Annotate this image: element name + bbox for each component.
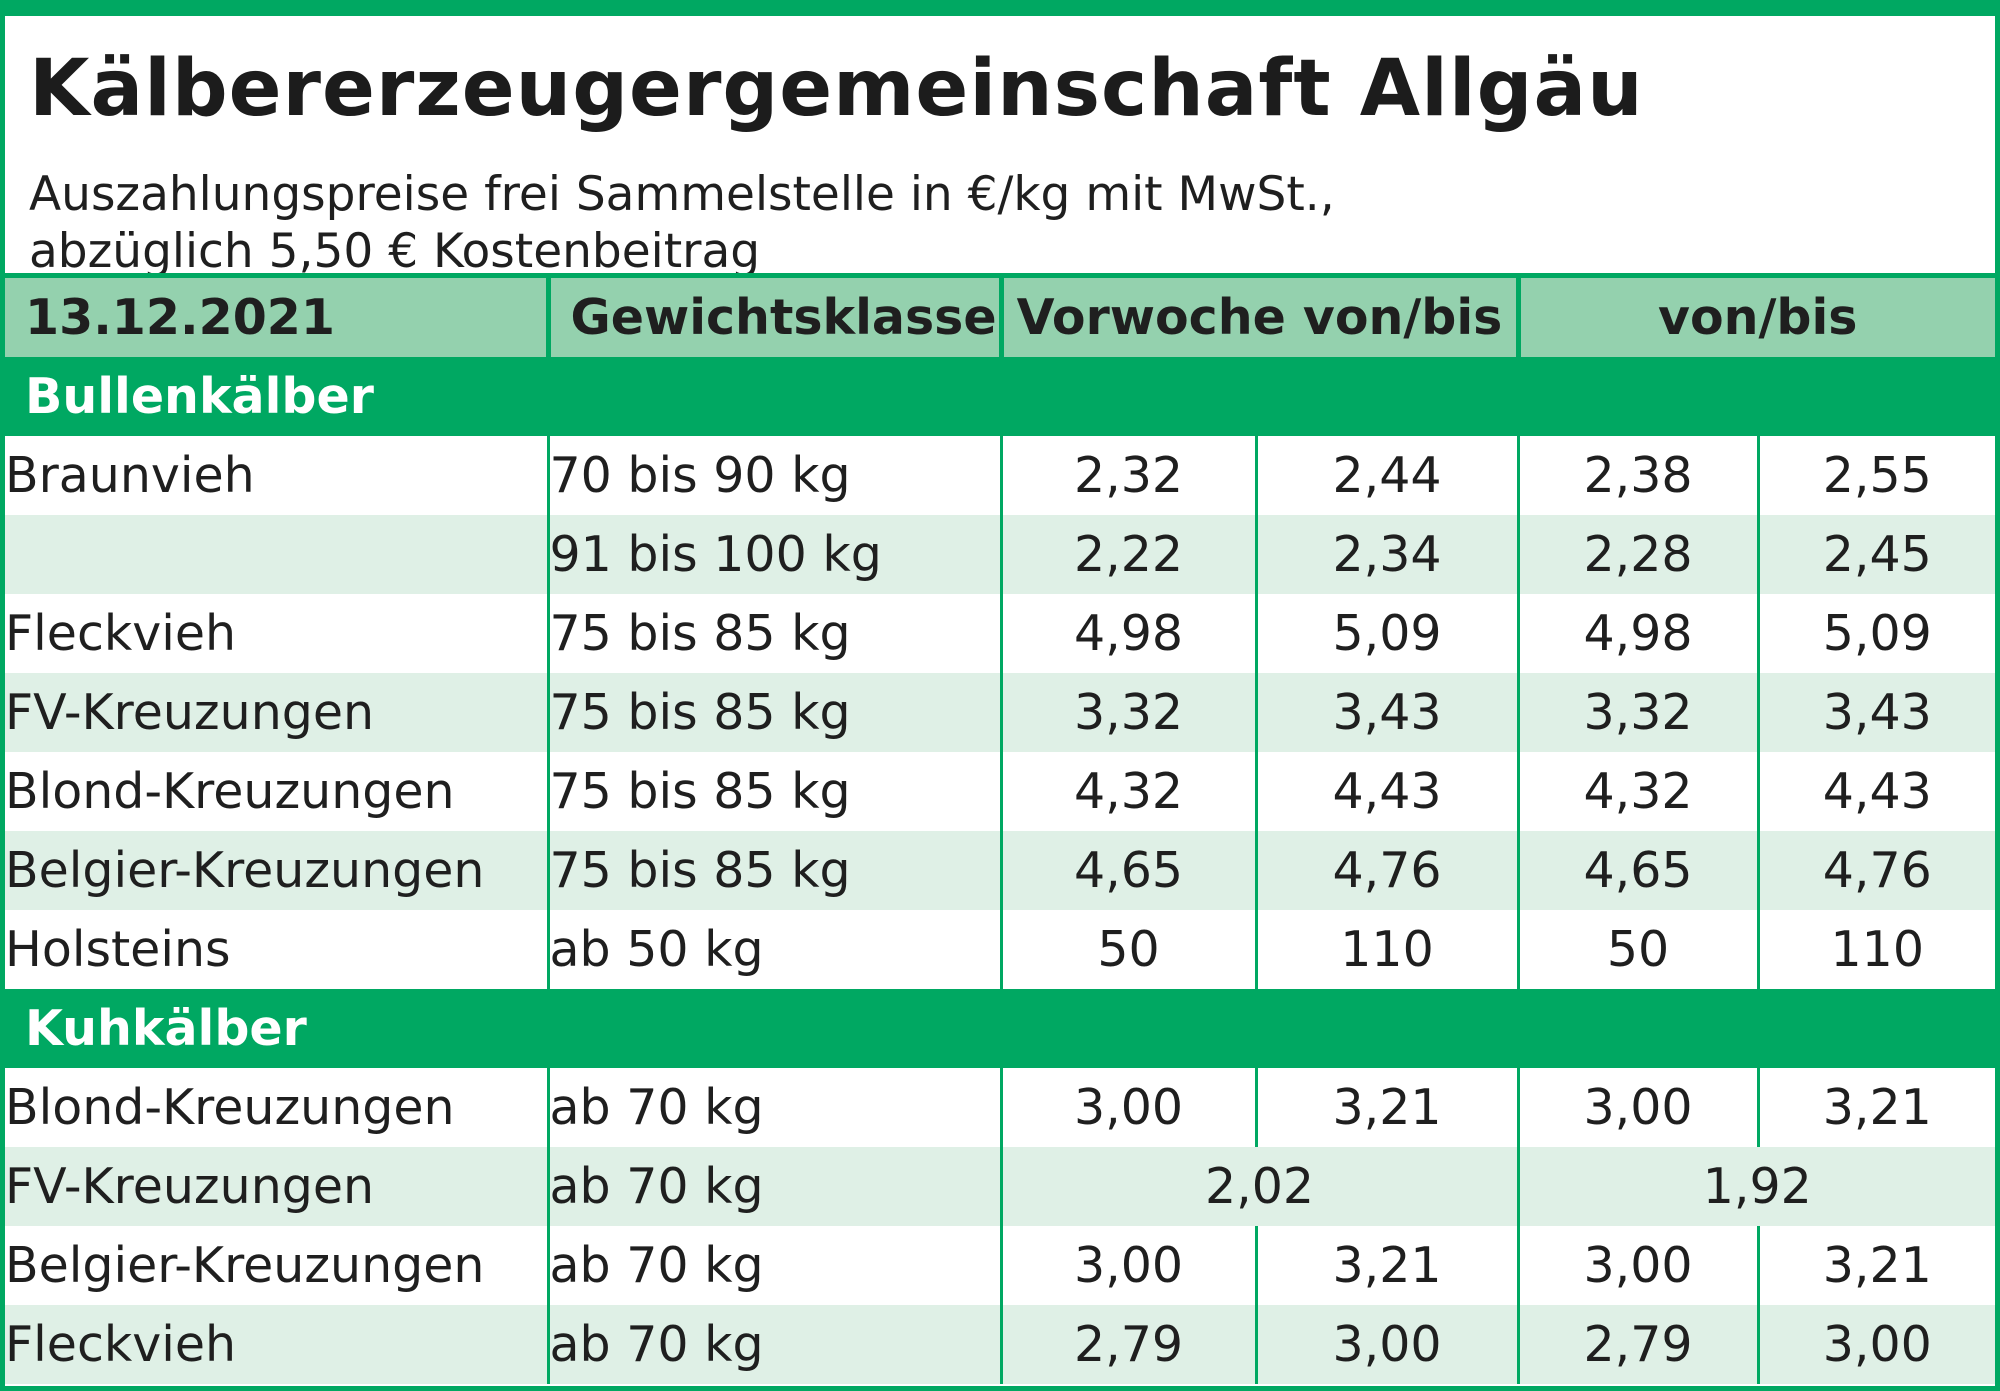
section-row: Bullenkälber (5, 357, 1996, 436)
current-to-cell: 2,55 (1756, 436, 1996, 515)
table-body: Bullenkälber Braunvieh 70 bis 90 kg 2,32 2,4… (5, 357, 1996, 1384)
previous-week-to-cell: 4,43 (1254, 752, 1518, 831)
breed-cell: Belgier-Kreuzungen (5, 831, 548, 910)
current-to-cell: 110 (1756, 910, 1996, 989)
breed-cell: Blond-Kreuzungen (5, 763, 455, 820)
current-from-cell: 2,38 (1516, 436, 1758, 515)
current-to-cell: 2,45 (1756, 515, 1996, 594)
current-from-cell: 50 (1516, 910, 1758, 989)
current-from-cell: 2,28 (1516, 515, 1758, 594)
page-subtitle: Auszahlungspreise frei Sammelstelle in €… (29, 166, 1335, 280)
previous-week-from-cell: 4,98 (999, 594, 1256, 673)
breed-cell: FV-Kreuzungen (5, 673, 548, 752)
previous-week-to-cell: 4,76 (1254, 831, 1518, 910)
header-previous-week: Vorwoche von/bis (998, 278, 1518, 357)
weight-class-cell: 75 bis 85 kg (546, 831, 1001, 910)
previous-week-from-cell: 4,65 (999, 831, 1256, 910)
previous-week-to-cell: 3,43 (1254, 673, 1518, 752)
price-table: 13.12.2021 Gewichtsklasse Vorwoche von/b… (5, 278, 1996, 1384)
current-to-cell: 4,43 (1756, 752, 1996, 831)
breed-cell (5, 515, 548, 594)
current-from-cell: 3,00 (1516, 1068, 1758, 1147)
table-row: Belgier-Kreuzungen 75 bis 85 kg 4,65 4,76 4,… (5, 831, 1996, 910)
breed-cell: Belgier-Kreuzungen (5, 1237, 485, 1294)
previous-week-from-cell: 2,22 (999, 515, 1256, 594)
previous-week-from-cell: 50 (999, 910, 1256, 989)
weight-class-cell: 91 bis 100 kg (546, 515, 1001, 594)
previous-week-from-cell: 2,32 (999, 436, 1256, 515)
current-to-cell: 3,21 (1756, 1068, 1996, 1147)
table-row: Belgier-Kreuzungen ab 70 kg 3,00 3,21 3,00 3,… (5, 1226, 1996, 1305)
page-title: Kälbererzeugergemeinschaft Allgäu (29, 44, 1644, 134)
weight-class-cell: 75 bis 85 kg (546, 752, 1001, 831)
previous-week-to-cell: 110 (1254, 910, 1518, 989)
breed-cell: Fleckvieh (5, 1305, 548, 1384)
section-title: Kuhkälber (5, 989, 1996, 1068)
current-from-cell: 2,79 (1516, 1305, 1758, 1384)
current-to-cell: 3,00 (1756, 1305, 1996, 1384)
current-to-cell: 3,43 (1756, 673, 1996, 752)
breed-cell: FV-Kreuzungen (5, 1147, 548, 1226)
weight-class-cell: ab 50 kg (546, 910, 1001, 989)
previous-week-from-cell: 3,32 (999, 673, 1256, 752)
current-from-cell: 4,32 (1516, 752, 1758, 831)
previous-week-from-cell: 4,32 (999, 752, 1256, 831)
current-from-cell: 3,00 (1516, 1226, 1758, 1305)
section-row: Kuhkälber (5, 989, 1996, 1068)
weight-class-cell: ab 70 kg (546, 1068, 1001, 1147)
table-row: FV-Kreuzungen ab 70 kg 2,02 1,92 (5, 1147, 1996, 1226)
breed-cell: Braunvieh (5, 447, 255, 504)
table-row: FV-Kreuzungen 75 bis 85 kg 3,32 3,43 3,32 3,4… (5, 673, 1996, 752)
table-row: Fleckvieh 75 bis 85 kg 4,98 5,09 4,98 5,09 (5, 594, 1996, 673)
previous-week-to-cell: 3,21 (1254, 1226, 1518, 1305)
subtitle-line-1: Auszahlungspreise frei Sammelstelle in €… (29, 167, 1335, 222)
previous-week-to-cell: 5,09 (1254, 594, 1518, 673)
previous-week-to-cell: 2,44 (1254, 436, 1518, 515)
table-header-row: 13.12.2021 Gewichtsklasse Vorwoche von/b… (5, 278, 1996, 357)
header-date: 13.12.2021 (5, 278, 548, 357)
current-from-cell: 4,65 (1516, 831, 1758, 910)
table-row: Braunvieh 70 bis 90 kg 2,32 2,44 2,38 2,55 (5, 436, 1996, 515)
weight-class-cell: 75 bis 85 kg (546, 594, 1001, 673)
previous-week-to-cell: 3,00 (1254, 1305, 1518, 1384)
table-row: 91 bis 100 kg 2,22 2,34 2,28 2,45 (5, 515, 1996, 594)
table-row: Fleckvieh ab 70 kg 2,79 3,00 2,79 3,00 (5, 1305, 1996, 1384)
weight-class-cell: 75 bis 85 kg (546, 673, 1001, 752)
weight-class-cell: 70 bis 90 kg (546, 436, 1001, 515)
header-divider (0, 273, 2000, 278)
previous-week-to-cell: 2,34 (1254, 515, 1518, 594)
weight-class-cell: ab 70 kg (546, 1305, 1001, 1384)
table-row: Blond-Kreuzungen 75 bis 85 kg 4,32 4,43 4,32… (5, 752, 1996, 831)
previous-week-price-cell: 2,02 (999, 1147, 1518, 1226)
weight-class-cell: ab 70 kg (546, 1226, 1001, 1305)
current-to-cell: 4,76 (1756, 831, 1996, 910)
weight-class-cell: ab 70 kg (546, 1147, 1001, 1226)
table-row: Holsteins ab 50 kg 50 110 50 110 (5, 910, 1996, 989)
current-from-cell: 4,98 (1516, 594, 1758, 673)
header-weight-class: Gewichtsklasse (545, 278, 1001, 357)
subtitle-line-2: abzüglich 5,50 € Kostenbeitrag (29, 224, 761, 279)
current-from-cell: 3,32 (1516, 673, 1758, 752)
current-to-cell: 3,21 (1756, 1226, 1996, 1305)
section-title: Bullenkälber (5, 357, 1996, 436)
previous-week-from-cell: 3,00 (999, 1226, 1256, 1305)
breed-cell: Holsteins (5, 921, 231, 978)
breed-cell: Fleckvieh (5, 605, 237, 662)
breed-cell: Blond-Kreuzungen (5, 1079, 455, 1136)
header-current: von/bis (1515, 278, 1996, 357)
previous-week-to-cell: 3,21 (1254, 1068, 1518, 1147)
current-price-cell: 1,92 (1516, 1147, 1996, 1226)
previous-week-from-cell: 2,79 (999, 1305, 1256, 1384)
current-to-cell: 5,09 (1756, 594, 1996, 673)
previous-week-from-cell: 3,00 (999, 1068, 1256, 1147)
table-row: Blond-Kreuzungen ab 70 kg 3,00 3,21 3,00 3,21 (5, 1068, 1996, 1147)
